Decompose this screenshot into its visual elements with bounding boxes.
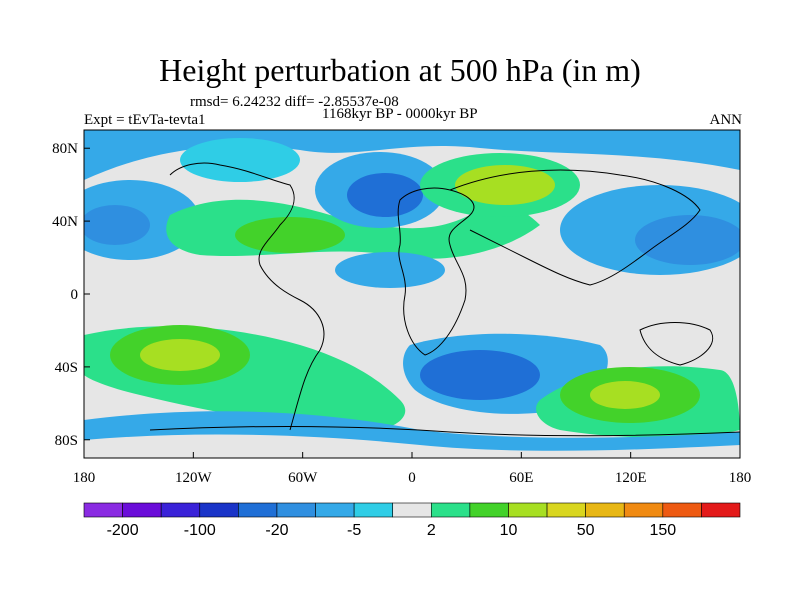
- colorbar-label: 50: [577, 522, 595, 539]
- x-tick-label: 180: [73, 470, 96, 486]
- field-region-natlantic-core: [235, 217, 345, 253]
- colorbar-swatch: [585, 502, 625, 518]
- colorbar-label: -100: [184, 522, 216, 539]
- colorbar-swatch: [430, 502, 471, 518]
- y-axis: 80N 40N 0 40S 80S: [52, 141, 90, 449]
- y-tick-label: 40S: [55, 360, 78, 376]
- figure-title: Height perturbation at 500 hPa (in m): [159, 52, 641, 88]
- season-label: ANN: [709, 112, 743, 128]
- colorbar-swatch: [623, 502, 664, 518]
- y-tick-label: 80N: [52, 141, 78, 157]
- y-tick-label: 40N: [52, 214, 78, 230]
- colorbar-swatch: [469, 502, 509, 518]
- y-tick-label: 0: [71, 287, 79, 303]
- perturbation-field: [84, 130, 740, 458]
- colorbar-label: -20: [265, 522, 288, 539]
- x-tick-label: 120W: [175, 470, 213, 486]
- colorbar-swatch: [160, 502, 201, 518]
- colorbar-swatch: [392, 502, 432, 518]
- y-tick-label: 80S: [55, 433, 78, 449]
- colorbar-swatch: [508, 502, 548, 518]
- stats-line: rmsd= 6.24232 diff= -2.85537e-08: [190, 94, 399, 110]
- colorbar-label: 10: [500, 522, 518, 539]
- colorbar-label: -200: [107, 522, 139, 539]
- field-region-greenland: [180, 138, 300, 182]
- field-region-europe-core: [347, 173, 423, 217]
- period-line: 1168kyr BP - 0000kyr BP: [322, 106, 478, 122]
- field-region-eurasia-core: [455, 165, 555, 205]
- colorbar-swatch: [238, 502, 278, 518]
- field-region-sausocean-core: [590, 381, 660, 409]
- x-tick-label: 0: [408, 470, 416, 486]
- field-region-spacific-core: [140, 339, 220, 371]
- colorbar-swatch: [83, 502, 123, 518]
- x-axis: 180 120W 60W 0 60E 120E 180: [73, 452, 752, 486]
- colorbar-swatch: [315, 502, 355, 518]
- colorbar-swatch: [276, 502, 316, 518]
- experiment-label: Expt = tEvTa-tevta1: [84, 112, 206, 128]
- x-tick-label: 60W: [288, 470, 318, 486]
- coastlines: [149, 162, 740, 437]
- field-region-sindian-core: [420, 350, 540, 400]
- x-tick-label: 60E: [509, 470, 533, 486]
- field-region-pole: [84, 434, 740, 458]
- colorbar: -200 -100 -20 -5 2 10 50 150: [83, 502, 741, 539]
- colorbar-swatch: [199, 502, 239, 518]
- x-tick-label: 180: [729, 470, 752, 486]
- field-region-africa: [335, 252, 445, 288]
- colorbar-swatch: [662, 502, 702, 518]
- colorbar-swatch: [353, 502, 394, 518]
- colorbar-swatch: [122, 502, 162, 518]
- field-region-npacific-core: [84, 205, 150, 245]
- colorbar-swatch: [701, 502, 741, 518]
- field-region-wpacific-core: [635, 215, 740, 265]
- x-tick-label: 120E: [615, 470, 647, 486]
- colorbar-swatch: [546, 502, 586, 518]
- colorbar-label: 2: [427, 522, 436, 539]
- colorbar-label: -5: [347, 522, 361, 539]
- colorbar-label: 150: [649, 522, 676, 539]
